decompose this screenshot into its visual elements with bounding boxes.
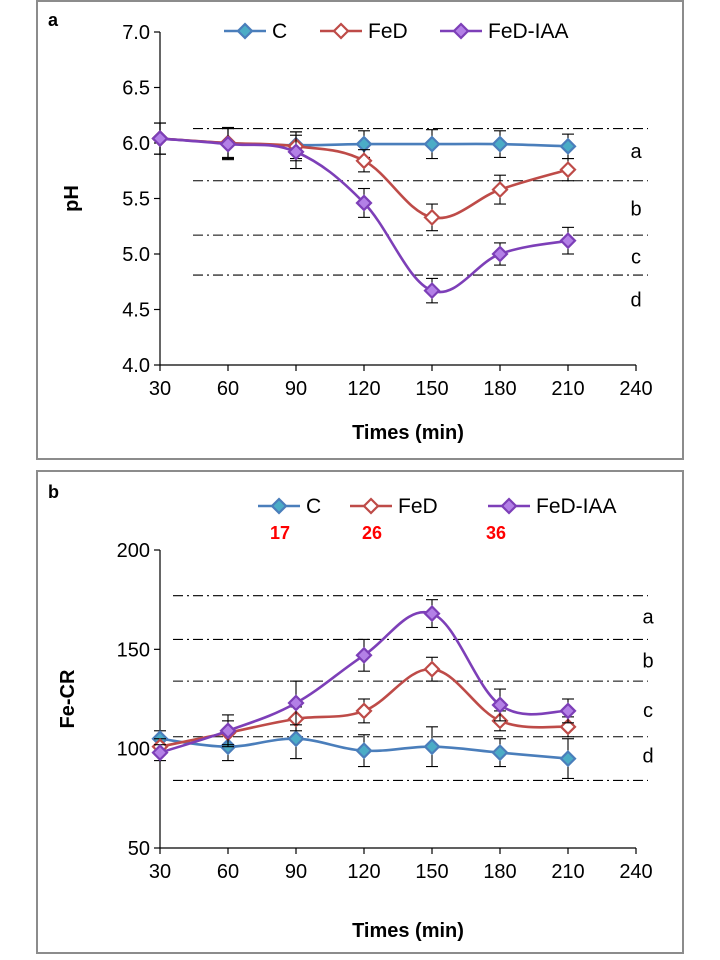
y-tick-label: 5.5	[122, 189, 150, 211]
annotation-fed-iaa: 36	[486, 523, 506, 543]
legend-label-fed-iaa: FeD-IAA	[536, 495, 617, 518]
fe-cr-chart: b 50 100 150 200 30 60 90 120 150 180 210 240 Times …	[48, 482, 654, 942]
x-tick-label: 90	[285, 378, 307, 400]
data-point-c	[423, 738, 441, 756]
y-tick-label: 5.0	[122, 244, 150, 266]
band-label-a: a	[642, 607, 654, 629]
data-point-fed-iaa	[219, 722, 237, 740]
y-tick-label: 4.5	[122, 300, 150, 322]
legend-label-c: C	[272, 20, 287, 43]
data-point-c	[355, 742, 373, 760]
legend-marker-fed	[332, 22, 350, 40]
x-tick-label: 150	[415, 861, 448, 883]
x-tick-label: 60	[217, 378, 239, 400]
panel-b: b 50 100 150 200 30 60 90 120 150 180 210 240 Times …	[36, 470, 684, 954]
data-point-fed	[423, 660, 441, 678]
data-point-fed-iaa	[151, 744, 169, 762]
x-tick-label: 120	[347, 861, 380, 883]
x-tick-label: 60	[217, 861, 239, 883]
data-point-c	[491, 135, 509, 153]
data-point-fed-iaa	[491, 696, 509, 714]
data-point-c	[423, 135, 441, 153]
data-point-fed-iaa	[151, 130, 169, 148]
x-tick-label: 210	[551, 861, 584, 883]
legend-marker-fed-iaa	[452, 22, 470, 40]
y-axis-title: Fe-CR	[57, 669, 79, 728]
y-tick-label: 200	[117, 540, 150, 562]
band-label-b: b	[642, 650, 653, 672]
ph-chart: a 4.0 4.5 5.0 5.5 6.0 6.5 7.0 30 60 90 120 150 180 21…	[48, 10, 653, 444]
data-point-fed-iaa	[423, 605, 441, 623]
legend-label-fed: FeD	[368, 20, 408, 43]
x-tick-label: 240	[619, 378, 652, 400]
data-point-c	[491, 744, 509, 762]
data-point-fed-iaa	[287, 694, 305, 712]
x-tick-label: 120	[347, 378, 380, 400]
data-point-c	[355, 135, 373, 153]
band-label-d: d	[642, 746, 653, 768]
x-tick-label: 240	[619, 861, 652, 883]
data-point-fed	[559, 718, 577, 736]
x-tick-label: 150	[415, 378, 448, 400]
legend-label-c: C	[306, 495, 321, 518]
data-point-c	[559, 750, 577, 768]
data-point-fed-iaa	[355, 194, 373, 212]
data-point-fed-iaa	[491, 245, 509, 263]
data-point-fed	[559, 161, 577, 179]
x-tick-label: 210	[551, 378, 584, 400]
y-axis-title: pH	[61, 185, 83, 212]
y-tick-label: 6.0	[122, 133, 150, 155]
x-tick-label: 30	[149, 378, 171, 400]
panel-label-b: b	[48, 482, 59, 502]
legend-marker-c	[236, 22, 254, 40]
data-point-fed-iaa	[559, 232, 577, 250]
x-axis-title: Times (min)	[352, 920, 464, 942]
x-tick-label: 90	[285, 861, 307, 883]
data-point-fed	[355, 702, 373, 720]
y-tick-label: 6.5	[122, 78, 150, 100]
data-point-fed-iaa	[559, 702, 577, 720]
legend-marker-fed-iaa	[500, 497, 518, 515]
panel-a: a 4.0 4.5 5.0 5.5 6.0 6.5 7.0 30 60 90 120 150 180 21…	[36, 0, 684, 460]
x-tick-label: 180	[483, 861, 516, 883]
band-label-c: c	[643, 700, 653, 722]
data-point-fed-iaa	[423, 282, 441, 300]
data-point-fed	[491, 181, 509, 199]
data-point-fed-iaa	[219, 135, 237, 153]
annotation-c: 17	[270, 523, 290, 543]
y-tick-label: 4.0	[122, 355, 150, 377]
data-point-fed	[423, 208, 441, 226]
data-point-c	[559, 137, 577, 155]
panel-label-a: a	[48, 10, 59, 30]
data-point-fed	[355, 152, 373, 170]
x-tick-label: 180	[483, 378, 516, 400]
x-tick-label: 30	[149, 861, 171, 883]
x-axis-title: Times (min)	[352, 422, 464, 444]
y-tick-label: 7.0	[122, 22, 150, 44]
y-tick-label: 150	[117, 639, 150, 661]
annotation-fed: 26	[362, 523, 382, 543]
y-tick-label: 50	[128, 838, 150, 860]
y-tick-label: 100	[117, 739, 150, 761]
data-point-fed-iaa	[355, 646, 373, 664]
band-label-a: a	[630, 141, 642, 163]
legend-label-fed: FeD	[398, 495, 438, 518]
data-point-fed-iaa	[287, 143, 305, 161]
legend-label-fed-iaa: FeD-IAA	[488, 20, 569, 43]
data-point-c	[287, 730, 305, 748]
band-label-d: d	[630, 290, 641, 312]
legend-marker-c	[270, 497, 288, 515]
band-label-c: c	[631, 246, 641, 268]
legend-marker-fed	[362, 497, 380, 515]
band-label-b: b	[630, 199, 641, 221]
